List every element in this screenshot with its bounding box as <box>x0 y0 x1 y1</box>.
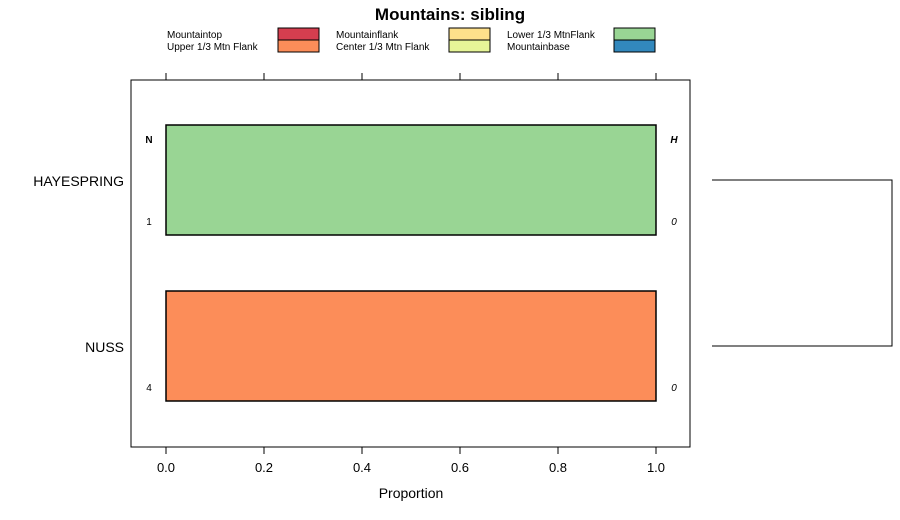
n-header: N <box>145 135 152 146</box>
dendrogram <box>712 179 893 347</box>
legend-swatch <box>277 27 320 41</box>
h-value: 0 <box>671 383 677 394</box>
y-category-label: NUSS <box>85 339 124 355</box>
legend-swatch <box>448 39 491 53</box>
n-value: 1 <box>146 217 152 228</box>
h-header: H <box>670 135 678 146</box>
bars <box>165 124 657 402</box>
h-value: 0 <box>671 217 677 228</box>
legend-swatch <box>613 39 656 53</box>
x-tick-label: 0.4 <box>353 460 371 475</box>
legend-label: Upper 1/3 Mtn Flank <box>167 42 259 53</box>
legend-swatch <box>613 27 656 41</box>
x-tick-label: 0.0 <box>157 460 175 475</box>
x-tick-label: 0.8 <box>549 460 567 475</box>
x-tick-label: 0.6 <box>451 460 469 475</box>
n-h-annotations: N H 1 0 4 0 <box>145 135 678 394</box>
n-value: 4 <box>146 383 152 394</box>
y-category-label: HAYESPRING <box>33 173 124 189</box>
y-axis: HAYESPRING NUSS <box>33 173 124 355</box>
legend-label: Center 1/3 Mtn Flank <box>336 42 430 53</box>
chart-title: Mountains: sibling <box>375 5 525 24</box>
dendrogram-branch <box>712 179 893 347</box>
x-tick-label: 1.0 <box>647 460 665 475</box>
x-axis: 0.0 0.2 0.4 0.6 0.8 1.0 <box>157 73 665 475</box>
x-axis-label: Proportion <box>379 485 444 501</box>
bar-segment <box>165 290 657 402</box>
legend-swatch <box>277 39 320 53</box>
legend-label: Mountaintop <box>167 30 222 41</box>
bar-segment <box>165 124 657 236</box>
legend-swatch <box>448 27 491 41</box>
legend-label: Mountainbase <box>507 42 570 53</box>
legend-label: Lower 1/3 MtnFlank <box>507 30 596 41</box>
x-tick-label: 0.2 <box>255 460 273 475</box>
plot-frame <box>130 79 691 448</box>
legend-label: Mountainflank <box>336 30 399 41</box>
